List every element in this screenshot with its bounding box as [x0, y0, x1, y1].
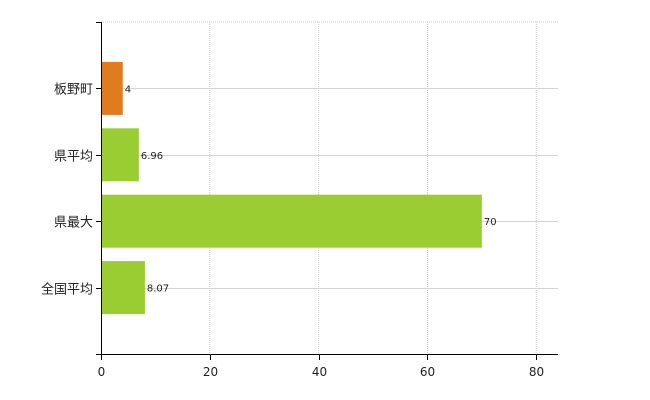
x-tick-label-4: 60: [420, 365, 435, 379]
category-label-2: 県平均: [54, 150, 93, 165]
x-tick-label-1: 0: [98, 365, 106, 379]
category-label-4: 全国平均: [41, 282, 93, 298]
data-label-1: 4: [125, 84, 131, 95]
data-label-4: 8.07: [147, 284, 169, 295]
data-label-2: 6.96: [141, 151, 163, 162]
bars: [102, 61, 482, 315]
bar-3: [102, 194, 482, 248]
bar-2: [102, 128, 139, 182]
bar-1: [102, 61, 123, 115]
category-label-1: 板野町: [54, 83, 93, 98]
bar-4: [102, 261, 145, 315]
data-label-3: 70: [484, 217, 497, 228]
category-label-3: 県最大: [54, 216, 93, 231]
grid-lines: [101, 21, 558, 354]
x-tick-label-3: 40: [312, 365, 327, 379]
x-tick-label-5: 80: [529, 365, 544, 379]
x-tick-label-2: 20: [203, 365, 218, 379]
axes: [96, 22, 558, 360]
